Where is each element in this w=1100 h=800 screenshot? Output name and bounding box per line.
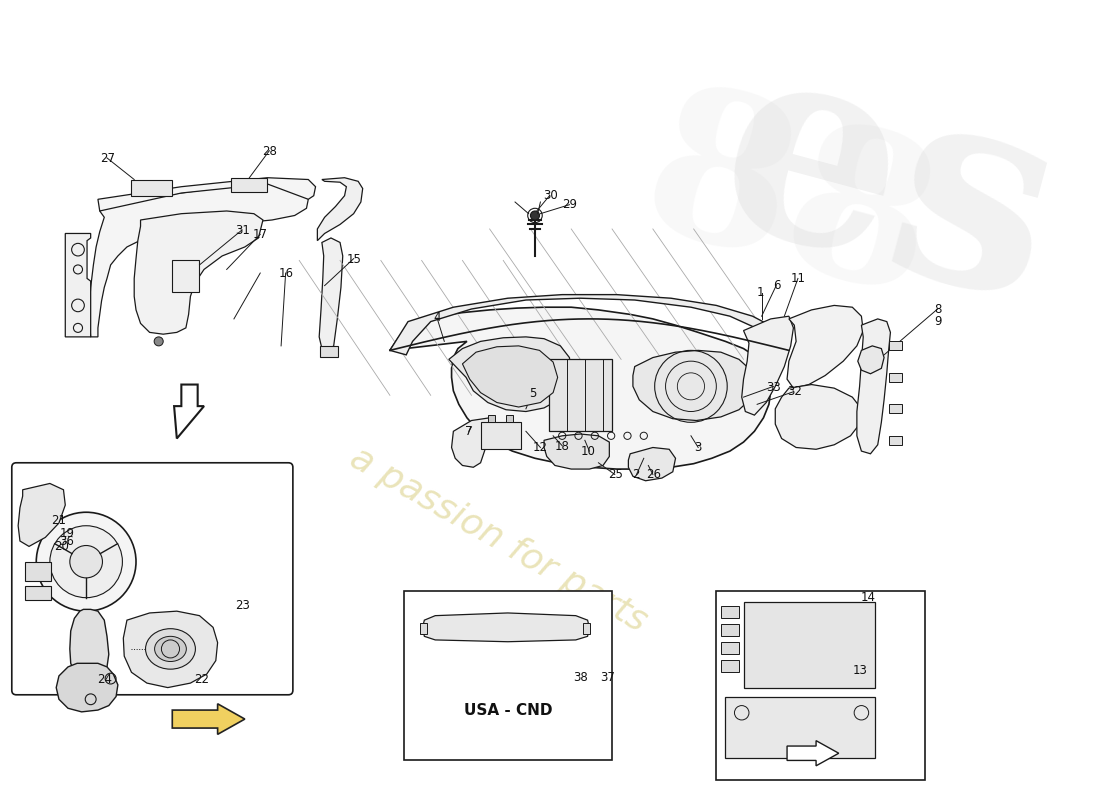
Polygon shape [632, 350, 755, 421]
Text: 5: 5 [529, 387, 537, 400]
Text: es: es [693, 15, 1085, 362]
Polygon shape [449, 337, 571, 411]
Text: 3: 3 [694, 441, 702, 454]
Polygon shape [123, 611, 218, 687]
Text: 4: 4 [433, 311, 441, 325]
FancyBboxPatch shape [173, 261, 199, 292]
FancyBboxPatch shape [231, 178, 267, 192]
Text: 20: 20 [54, 540, 69, 554]
Text: a passion for parts: a passion for parts [344, 440, 653, 638]
Text: 33: 33 [767, 381, 781, 394]
Text: 9: 9 [934, 315, 942, 328]
Text: 36: 36 [59, 534, 75, 547]
Polygon shape [776, 385, 861, 450]
Polygon shape [788, 306, 864, 388]
Circle shape [154, 337, 163, 346]
Text: 21: 21 [52, 514, 66, 527]
Ellipse shape [145, 629, 196, 669]
Text: 18: 18 [556, 439, 570, 453]
Text: 16: 16 [278, 267, 294, 280]
FancyBboxPatch shape [725, 697, 874, 758]
Text: 27: 27 [100, 152, 116, 165]
Circle shape [50, 526, 122, 598]
Polygon shape [173, 704, 245, 734]
Text: 88: 88 [623, 72, 955, 341]
Polygon shape [452, 418, 494, 467]
Polygon shape [741, 316, 793, 415]
Polygon shape [65, 234, 90, 337]
FancyBboxPatch shape [481, 422, 521, 450]
Text: 2: 2 [632, 468, 640, 482]
Text: 29: 29 [562, 198, 578, 211]
Text: 32: 32 [788, 385, 802, 398]
Polygon shape [389, 307, 771, 469]
FancyBboxPatch shape [132, 179, 173, 196]
Polygon shape [134, 211, 263, 334]
Text: 31: 31 [235, 224, 250, 237]
FancyBboxPatch shape [744, 602, 874, 687]
Text: 37: 37 [600, 671, 615, 684]
Text: 15: 15 [346, 253, 362, 266]
Text: 1: 1 [757, 286, 763, 299]
FancyBboxPatch shape [716, 591, 925, 780]
Text: 28: 28 [262, 145, 277, 158]
FancyBboxPatch shape [889, 342, 902, 350]
Circle shape [36, 512, 136, 611]
Polygon shape [174, 385, 204, 438]
FancyBboxPatch shape [720, 642, 739, 654]
Polygon shape [544, 434, 609, 469]
FancyBboxPatch shape [25, 586, 51, 600]
FancyBboxPatch shape [720, 606, 739, 618]
FancyBboxPatch shape [889, 373, 902, 382]
FancyBboxPatch shape [25, 562, 51, 582]
Polygon shape [628, 447, 675, 481]
FancyBboxPatch shape [487, 415, 495, 422]
Text: 25: 25 [608, 468, 623, 482]
Polygon shape [788, 741, 838, 766]
Polygon shape [18, 483, 65, 546]
Polygon shape [857, 319, 890, 454]
FancyBboxPatch shape [583, 623, 591, 634]
Polygon shape [389, 294, 789, 355]
Text: 11: 11 [791, 272, 805, 285]
Circle shape [530, 211, 539, 220]
Text: USA - CND: USA - CND [463, 702, 552, 718]
Polygon shape [422, 613, 590, 642]
Text: 19: 19 [59, 527, 75, 540]
Text: 22: 22 [194, 673, 209, 686]
Circle shape [69, 546, 102, 578]
Polygon shape [56, 663, 118, 712]
FancyBboxPatch shape [404, 591, 612, 761]
Text: 13: 13 [852, 664, 867, 677]
FancyBboxPatch shape [720, 624, 739, 636]
Text: 23: 23 [235, 599, 250, 612]
Text: 24: 24 [97, 673, 112, 686]
Ellipse shape [155, 636, 186, 662]
FancyBboxPatch shape [720, 660, 739, 672]
Polygon shape [858, 346, 884, 374]
FancyBboxPatch shape [549, 359, 612, 431]
FancyBboxPatch shape [889, 404, 902, 414]
Polygon shape [98, 178, 316, 211]
Text: 30: 30 [543, 189, 558, 202]
Text: 38: 38 [573, 671, 587, 684]
Text: 10: 10 [581, 445, 596, 458]
Text: 7: 7 [465, 425, 473, 438]
Polygon shape [462, 346, 558, 407]
Text: 6: 6 [773, 279, 781, 292]
Text: 14: 14 [860, 590, 876, 604]
Polygon shape [89, 184, 308, 337]
Text: 17: 17 [253, 228, 267, 241]
FancyBboxPatch shape [12, 462, 293, 694]
FancyBboxPatch shape [889, 436, 902, 445]
Polygon shape [319, 238, 343, 350]
Text: 8: 8 [934, 303, 942, 316]
Polygon shape [318, 178, 363, 241]
Text: 12: 12 [534, 441, 548, 454]
FancyBboxPatch shape [420, 623, 427, 634]
Polygon shape [69, 610, 109, 674]
Text: 26: 26 [646, 468, 661, 482]
FancyBboxPatch shape [506, 415, 514, 422]
FancyBboxPatch shape [320, 346, 338, 357]
